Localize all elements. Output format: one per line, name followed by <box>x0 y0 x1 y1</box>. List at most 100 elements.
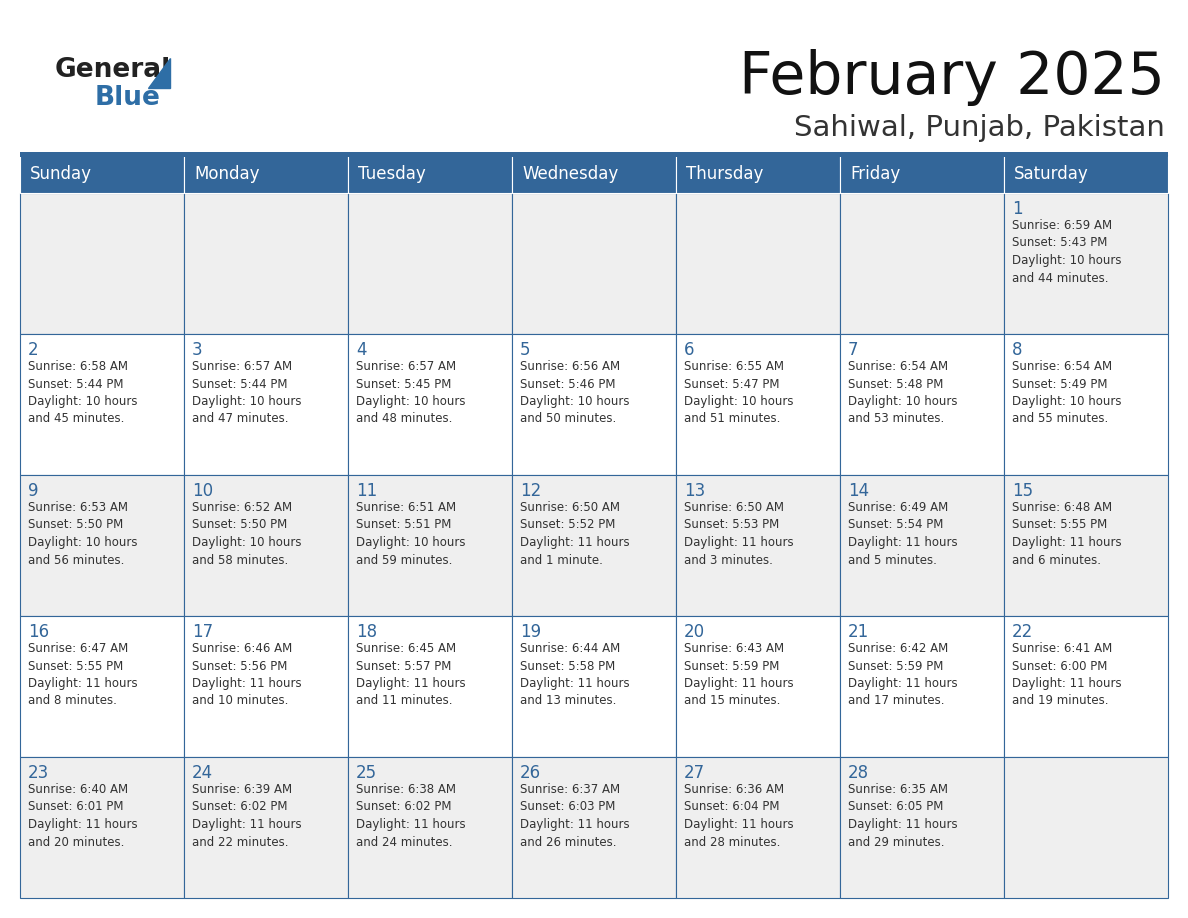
Bar <box>184 193 348 334</box>
Bar <box>512 155 676 193</box>
Bar <box>512 616 676 757</box>
Text: Sunrise: 6:59 AM
Sunset: 5:43 PM
Daylight: 10 hours
and 44 minutes.: Sunrise: 6:59 AM Sunset: 5:43 PM Dayligh… <box>1012 219 1121 285</box>
Text: General: General <box>55 57 171 83</box>
Text: 28: 28 <box>848 764 870 782</box>
Text: 3: 3 <box>192 341 203 359</box>
Text: Sunrise: 6:51 AM
Sunset: 5:51 PM
Daylight: 10 hours
and 59 minutes.: Sunrise: 6:51 AM Sunset: 5:51 PM Dayligh… <box>356 501 466 566</box>
Text: 12: 12 <box>520 482 542 500</box>
Bar <box>676 757 840 898</box>
Bar <box>184 757 348 898</box>
Bar <box>348 475 512 616</box>
Bar <box>676 155 840 193</box>
Text: Sunrise: 6:46 AM
Sunset: 5:56 PM
Daylight: 11 hours
and 10 minutes.: Sunrise: 6:46 AM Sunset: 5:56 PM Dayligh… <box>192 642 302 708</box>
Text: Sunrise: 6:52 AM
Sunset: 5:50 PM
Daylight: 10 hours
and 58 minutes.: Sunrise: 6:52 AM Sunset: 5:50 PM Dayligh… <box>192 501 302 566</box>
Text: Wednesday: Wednesday <box>522 165 618 183</box>
Bar <box>676 616 840 757</box>
Bar <box>840 334 1004 475</box>
Text: Thursday: Thursday <box>685 165 764 183</box>
Bar <box>184 616 348 757</box>
Bar <box>840 757 1004 898</box>
Text: Sunrise: 6:56 AM
Sunset: 5:46 PM
Daylight: 10 hours
and 50 minutes.: Sunrise: 6:56 AM Sunset: 5:46 PM Dayligh… <box>520 360 630 426</box>
Text: 26: 26 <box>520 764 541 782</box>
Text: 23: 23 <box>29 764 49 782</box>
Text: 21: 21 <box>848 623 870 641</box>
Text: 13: 13 <box>684 482 706 500</box>
Text: Blue: Blue <box>95 85 160 111</box>
Text: Tuesday: Tuesday <box>358 165 425 183</box>
Text: Sunrise: 6:41 AM
Sunset: 6:00 PM
Daylight: 11 hours
and 19 minutes.: Sunrise: 6:41 AM Sunset: 6:00 PM Dayligh… <box>1012 642 1121 708</box>
Text: Sunrise: 6:40 AM
Sunset: 6:01 PM
Daylight: 11 hours
and 20 minutes.: Sunrise: 6:40 AM Sunset: 6:01 PM Dayligh… <box>29 783 138 848</box>
Text: Sunrise: 6:35 AM
Sunset: 6:05 PM
Daylight: 11 hours
and 29 minutes.: Sunrise: 6:35 AM Sunset: 6:05 PM Dayligh… <box>848 783 958 848</box>
Text: 11: 11 <box>356 482 378 500</box>
Bar <box>840 475 1004 616</box>
Text: 8: 8 <box>1012 341 1023 359</box>
Bar <box>20 334 184 475</box>
Text: 19: 19 <box>520 623 541 641</box>
Text: Sunrise: 6:47 AM
Sunset: 5:55 PM
Daylight: 11 hours
and 8 minutes.: Sunrise: 6:47 AM Sunset: 5:55 PM Dayligh… <box>29 642 138 708</box>
Bar <box>20 475 184 616</box>
Bar <box>348 334 512 475</box>
Text: Sunrise: 6:43 AM
Sunset: 5:59 PM
Daylight: 11 hours
and 15 minutes.: Sunrise: 6:43 AM Sunset: 5:59 PM Dayligh… <box>684 642 794 708</box>
Bar <box>1004 193 1168 334</box>
Text: February 2025: February 2025 <box>739 50 1165 106</box>
Text: 5: 5 <box>520 341 531 359</box>
Text: Sunrise: 6:55 AM
Sunset: 5:47 PM
Daylight: 10 hours
and 51 minutes.: Sunrise: 6:55 AM Sunset: 5:47 PM Dayligh… <box>684 360 794 426</box>
Text: Sunrise: 6:49 AM
Sunset: 5:54 PM
Daylight: 11 hours
and 5 minutes.: Sunrise: 6:49 AM Sunset: 5:54 PM Dayligh… <box>848 501 958 566</box>
Bar <box>348 757 512 898</box>
Text: 14: 14 <box>848 482 870 500</box>
Text: 25: 25 <box>356 764 377 782</box>
Text: Monday: Monday <box>194 165 259 183</box>
Bar <box>348 193 512 334</box>
Text: Sunrise: 6:54 AM
Sunset: 5:48 PM
Daylight: 10 hours
and 53 minutes.: Sunrise: 6:54 AM Sunset: 5:48 PM Dayligh… <box>848 360 958 426</box>
Text: 4: 4 <box>356 341 367 359</box>
Text: Sunrise: 6:58 AM
Sunset: 5:44 PM
Daylight: 10 hours
and 45 minutes.: Sunrise: 6:58 AM Sunset: 5:44 PM Dayligh… <box>29 360 138 426</box>
Text: 18: 18 <box>356 623 377 641</box>
Text: 17: 17 <box>192 623 213 641</box>
Text: Sunrise: 6:50 AM
Sunset: 5:53 PM
Daylight: 11 hours
and 3 minutes.: Sunrise: 6:50 AM Sunset: 5:53 PM Dayligh… <box>684 501 794 566</box>
Bar <box>20 757 184 898</box>
Text: Sunrise: 6:36 AM
Sunset: 6:04 PM
Daylight: 11 hours
and 28 minutes.: Sunrise: 6:36 AM Sunset: 6:04 PM Dayligh… <box>684 783 794 848</box>
Text: Sunrise: 6:48 AM
Sunset: 5:55 PM
Daylight: 11 hours
and 6 minutes.: Sunrise: 6:48 AM Sunset: 5:55 PM Dayligh… <box>1012 501 1121 566</box>
Bar <box>1004 757 1168 898</box>
Polygon shape <box>148 58 170 88</box>
Text: 7: 7 <box>848 341 859 359</box>
Text: Sunrise: 6:38 AM
Sunset: 6:02 PM
Daylight: 11 hours
and 24 minutes.: Sunrise: 6:38 AM Sunset: 6:02 PM Dayligh… <box>356 783 466 848</box>
Text: Sunrise: 6:50 AM
Sunset: 5:52 PM
Daylight: 11 hours
and 1 minute.: Sunrise: 6:50 AM Sunset: 5:52 PM Dayligh… <box>520 501 630 566</box>
Text: Sunrise: 6:44 AM
Sunset: 5:58 PM
Daylight: 11 hours
and 13 minutes.: Sunrise: 6:44 AM Sunset: 5:58 PM Dayligh… <box>520 642 630 708</box>
Bar <box>1004 475 1168 616</box>
Bar <box>20 152 1168 157</box>
Bar <box>840 193 1004 334</box>
Bar <box>676 334 840 475</box>
Bar <box>20 616 184 757</box>
Text: Sunrise: 6:45 AM
Sunset: 5:57 PM
Daylight: 11 hours
and 11 minutes.: Sunrise: 6:45 AM Sunset: 5:57 PM Dayligh… <box>356 642 466 708</box>
Text: Sunrise: 6:39 AM
Sunset: 6:02 PM
Daylight: 11 hours
and 22 minutes.: Sunrise: 6:39 AM Sunset: 6:02 PM Dayligh… <box>192 783 302 848</box>
Text: Saturday: Saturday <box>1015 165 1088 183</box>
Text: Sunrise: 6:54 AM
Sunset: 5:49 PM
Daylight: 10 hours
and 55 minutes.: Sunrise: 6:54 AM Sunset: 5:49 PM Dayligh… <box>1012 360 1121 426</box>
Text: 20: 20 <box>684 623 706 641</box>
Text: Sunrise: 6:57 AM
Sunset: 5:44 PM
Daylight: 10 hours
and 47 minutes.: Sunrise: 6:57 AM Sunset: 5:44 PM Dayligh… <box>192 360 302 426</box>
Text: 15: 15 <box>1012 482 1034 500</box>
Bar <box>676 475 840 616</box>
Bar <box>676 193 840 334</box>
Bar <box>20 193 184 334</box>
Text: Sunday: Sunday <box>30 165 91 183</box>
Bar <box>512 475 676 616</box>
Text: 2: 2 <box>29 341 39 359</box>
Text: 24: 24 <box>192 764 213 782</box>
Text: Sunrise: 6:37 AM
Sunset: 6:03 PM
Daylight: 11 hours
and 26 minutes.: Sunrise: 6:37 AM Sunset: 6:03 PM Dayligh… <box>520 783 630 848</box>
Text: 1: 1 <box>1012 200 1023 218</box>
Bar <box>184 334 348 475</box>
Text: 9: 9 <box>29 482 38 500</box>
Bar <box>1004 334 1168 475</box>
Bar <box>1004 155 1168 193</box>
Bar <box>1004 616 1168 757</box>
Text: Sahiwal, Punjab, Pakistan: Sahiwal, Punjab, Pakistan <box>794 114 1165 142</box>
Bar <box>348 155 512 193</box>
Bar <box>512 193 676 334</box>
Bar <box>184 155 348 193</box>
Bar <box>840 155 1004 193</box>
Bar <box>20 155 184 193</box>
Text: 6: 6 <box>684 341 695 359</box>
Text: 22: 22 <box>1012 623 1034 641</box>
Text: Sunrise: 6:42 AM
Sunset: 5:59 PM
Daylight: 11 hours
and 17 minutes.: Sunrise: 6:42 AM Sunset: 5:59 PM Dayligh… <box>848 642 958 708</box>
